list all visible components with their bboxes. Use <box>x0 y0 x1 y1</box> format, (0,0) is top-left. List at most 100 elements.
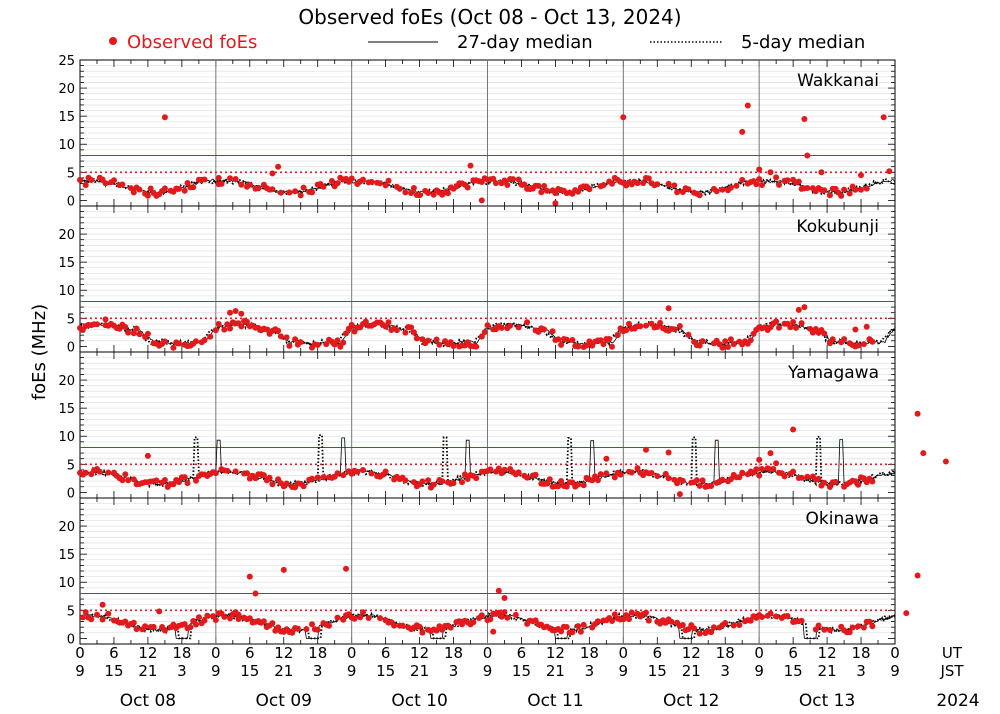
observed-point <box>880 114 887 121</box>
observed-point <box>408 190 415 196</box>
observed-point <box>447 624 454 631</box>
observed-point <box>195 614 202 621</box>
observed-point <box>105 610 112 617</box>
observed-point <box>790 468 797 475</box>
observed-point <box>473 343 480 350</box>
observed-point <box>662 470 669 477</box>
observed-point <box>753 181 760 188</box>
observed-point <box>668 618 675 625</box>
observed-point <box>425 477 432 484</box>
observed-point <box>524 474 531 481</box>
observed-point <box>130 330 137 337</box>
observed-point <box>150 623 157 630</box>
observed-point <box>360 467 366 473</box>
observed-point <box>696 482 703 489</box>
jst-tick-label: 15 <box>376 662 395 680</box>
observed-point <box>515 469 522 476</box>
observed-point <box>626 616 632 623</box>
observed-point <box>176 185 182 192</box>
observed-point <box>767 610 774 617</box>
chart-title: Observed foEs (Oct 08 - Oct 13, 2024) <box>298 5 681 29</box>
observed-point <box>176 479 182 486</box>
observed-point <box>193 477 199 484</box>
observed-point <box>501 177 508 184</box>
observed-point <box>826 627 833 633</box>
observed-point <box>297 339 304 346</box>
jst-tick-label: 9 <box>619 662 629 680</box>
observed-point <box>784 177 791 184</box>
observed-point <box>603 455 610 462</box>
observed-point <box>575 343 582 350</box>
observed-point <box>645 617 652 624</box>
observed-point <box>725 344 731 350</box>
observed-point <box>130 189 137 196</box>
observed-point <box>736 622 743 628</box>
y-tick-label: 20 <box>58 520 75 535</box>
ut-tick-label: 6 <box>245 644 255 662</box>
legend-observed-label: Observed foEs <box>127 32 257 53</box>
observed-point <box>283 480 290 487</box>
observed-point <box>142 623 149 630</box>
observed-point <box>586 186 593 193</box>
observed-point <box>340 339 347 346</box>
observed-point <box>532 471 539 478</box>
jst-tick-label: 3 <box>449 662 459 680</box>
observed-point <box>238 310 245 317</box>
y-tick-label: 15 <box>58 110 75 125</box>
panels: 25 20 15 10 5 0 Wakkanai 20 15 10 5 0 Kokubunji 20 15 1… <box>58 54 949 647</box>
observed-point <box>300 483 307 490</box>
day-label: Oct 10 <box>391 691 447 711</box>
observed-point <box>541 183 548 189</box>
ut-tick-label: 6 <box>788 644 798 662</box>
observed-point <box>575 481 582 488</box>
observed-point <box>790 426 797 433</box>
observed-point <box>665 475 672 482</box>
observed-point <box>643 322 649 329</box>
observed-point <box>461 471 468 478</box>
observed-point <box>430 191 437 198</box>
observed-point <box>685 626 692 633</box>
observed-point <box>767 169 774 176</box>
observed-point <box>753 466 760 473</box>
observed-point <box>419 478 426 485</box>
observed-point <box>419 629 426 636</box>
observed-point <box>357 614 364 621</box>
observed-point <box>727 336 734 343</box>
observed-point <box>201 337 208 344</box>
ut-tick-label: 6 <box>653 644 663 662</box>
observed-point <box>244 318 250 325</box>
observed-point <box>767 450 774 457</box>
observed-point <box>478 197 485 204</box>
observed-point <box>94 611 100 618</box>
observed-point <box>524 319 531 326</box>
observed-point <box>314 626 321 633</box>
observed-point <box>343 565 349 572</box>
ut-label: UT <box>942 644 963 662</box>
jst-tick-label: 9 <box>75 662 85 680</box>
observed-point <box>577 628 584 635</box>
legend-27day-label: 27-day median <box>457 32 593 53</box>
observed-point <box>235 616 242 622</box>
observed-point <box>385 177 392 184</box>
observed-point <box>739 176 746 183</box>
observed-point <box>227 175 233 182</box>
observed-point <box>645 175 652 182</box>
observed-point <box>563 624 570 630</box>
observed-point <box>507 322 514 329</box>
observed-point <box>575 623 582 630</box>
y-tick-label: 20 <box>58 374 75 389</box>
observed-point <box>838 192 845 199</box>
observed-point <box>722 620 729 626</box>
day-label: Oct 13 <box>799 691 855 711</box>
observed-point <box>133 325 140 332</box>
y-tick-label: 5 <box>67 312 75 327</box>
observed-point <box>343 330 349 337</box>
observed-point <box>852 186 859 193</box>
observed-point <box>161 185 168 192</box>
station-label: Okinawa <box>806 509 879 529</box>
observed-point <box>759 466 765 472</box>
y-tick-label: 15 <box>58 548 75 563</box>
observed-point <box>292 336 299 343</box>
observed-point <box>773 460 780 467</box>
